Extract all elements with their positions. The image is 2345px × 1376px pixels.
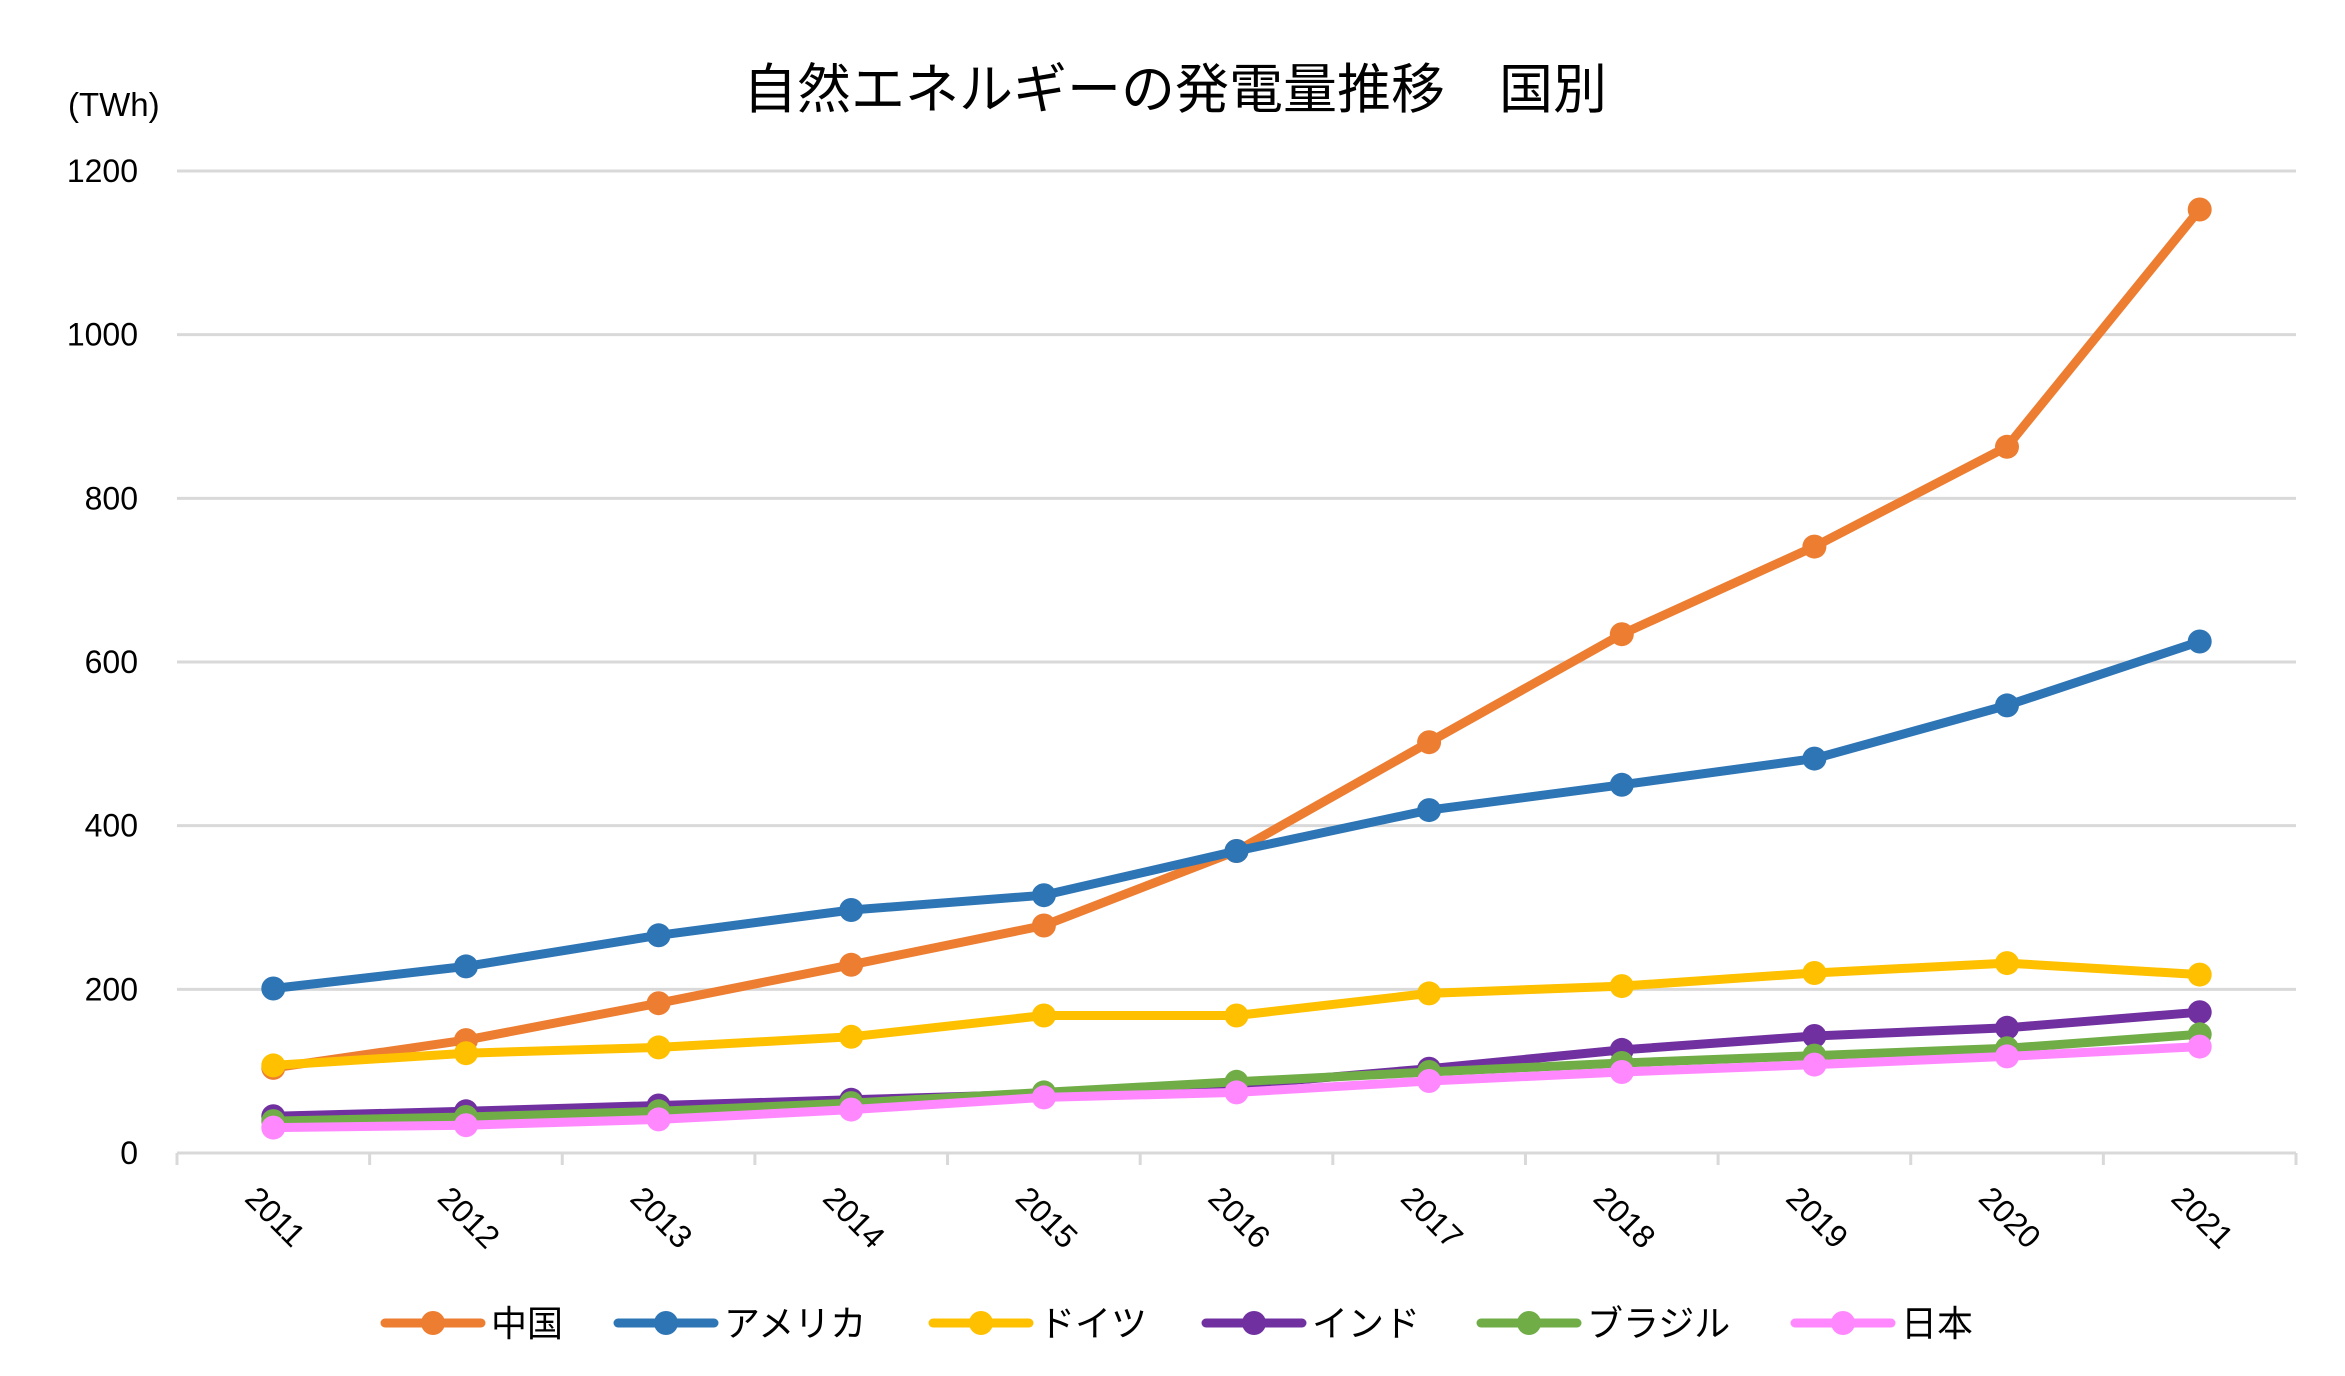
legend-label: アメリカ	[724, 1304, 866, 1345]
x-tick-label: 2014	[816, 1179, 892, 1255]
data-point	[1995, 1015, 2019, 1040]
legend-dot-marker	[1831, 1311, 1855, 1335]
x-tick-label: 2013	[624, 1179, 700, 1255]
x-tick-label: 2016	[1202, 1179, 1278, 1255]
data-point	[646, 991, 671, 1016]
y-axis-tick-labels: 0 200 400 600 800 1000 1200	[67, 153, 138, 1171]
data-point	[1609, 974, 1634, 999]
data-point	[1995, 434, 2019, 459]
legend-item[interactable]: ドイツ	[928, 1304, 1147, 1345]
legend-item[interactable]: 日本	[1790, 1304, 1973, 1345]
data-point	[1417, 798, 1442, 823]
legend: 中国 アメリカ ドイツ インド ブラジル 日本	[380, 1304, 1973, 1345]
y-tick-label: 400	[85, 808, 138, 844]
data-point	[454, 1113, 478, 1138]
legend-item[interactable]: ブラジル	[1476, 1304, 1730, 1345]
data-point	[1609, 622, 1634, 647]
x-axis	[175, 1151, 2298, 1165]
data-point	[1224, 1080, 1249, 1105]
x-tick-label: 2011	[238, 1179, 312, 1253]
legend-item[interactable]: アメリカ	[613, 1304, 866, 1345]
data-point	[839, 1024, 864, 1049]
data-point	[454, 954, 478, 979]
y-tick-label: 0	[120, 1135, 138, 1171]
data-point	[646, 1107, 671, 1132]
series-4	[261, 1022, 2212, 1134]
data-point	[839, 952, 864, 977]
data-point	[1224, 839, 1249, 863]
x-tick-label: 2012	[431, 1179, 507, 1255]
series-lines	[261, 197, 2212, 1140]
series-line	[268, 637, 2205, 993]
legend-dot-marker	[969, 1311, 993, 1335]
data-point	[1417, 730, 1442, 755]
data-point	[1031, 913, 1056, 938]
y-tick-label: 1200	[67, 153, 138, 189]
data-point	[1417, 1069, 1442, 1093]
y-tick-label: 600	[85, 644, 138, 680]
data-point	[1995, 1044, 2019, 1069]
y-tick-label: 200	[85, 971, 138, 1007]
chart-title: 自然エネルギーの発電量推移 国別	[743, 58, 1607, 121]
data-point	[646, 923, 671, 948]
legend-label: ブラジル	[1587, 1304, 1730, 1345]
series-5	[261, 1034, 2212, 1140]
data-point	[2187, 1034, 2212, 1059]
series-1	[261, 629, 2212, 1001]
data-point	[261, 1053, 286, 1078]
legend-dot-marker	[1517, 1311, 1541, 1335]
gridlines	[177, 169, 2296, 991]
legend-label: ドイツ	[1039, 1304, 1147, 1345]
data-point	[1995, 693, 2019, 718]
data-point	[1417, 981, 1442, 1006]
x-axis-tick-labels: 2011 2012 2013 2014 2015 2016 2017 2018 2019 2020…	[238, 1179, 2240, 1255]
data-point	[261, 1115, 286, 1140]
data-point	[2187, 1000, 2212, 1025]
data-point	[1802, 1052, 1827, 1077]
data-point	[1802, 534, 1827, 559]
x-tick-label: 2020	[1972, 1179, 2048, 1255]
y-tick-label: 1000	[67, 317, 138, 353]
data-point	[2187, 197, 2212, 222]
data-point	[1031, 883, 1056, 908]
data-point	[1609, 772, 1634, 797]
data-point	[1031, 1085, 1056, 1110]
data-point	[2187, 629, 2212, 654]
data-point	[1031, 1003, 1056, 1028]
data-point	[454, 1041, 478, 1066]
data-point	[1802, 1024, 1827, 1048]
legend-dot-marker	[421, 1311, 445, 1335]
data-point	[1802, 961, 1827, 985]
legend-dot-marker	[1242, 1311, 1266, 1335]
x-tick-label: 2017	[1394, 1179, 1470, 1255]
data-point	[646, 1035, 671, 1060]
x-tick-label: 2015	[1009, 1179, 1085, 1255]
data-point	[839, 1097, 864, 1122]
legend-item[interactable]: 中国	[380, 1304, 563, 1345]
data-point	[839, 898, 864, 922]
series-2	[261, 951, 2212, 1078]
data-point	[2187, 962, 2212, 987]
data-point	[1224, 1003, 1249, 1028]
y-axis-unit-label: (TWh)	[68, 86, 160, 123]
series-line	[268, 205, 2205, 1073]
data-point	[1609, 1060, 1634, 1084]
x-tick-label: 2018	[1587, 1179, 1663, 1255]
series-0	[261, 197, 2212, 1080]
legend-dot-marker	[654, 1311, 678, 1335]
legend-item[interactable]: インド	[1201, 1304, 1420, 1345]
data-point	[1995, 951, 2019, 976]
x-tick-label: 2019	[1779, 1179, 1855, 1255]
legend-label: 中国	[491, 1304, 563, 1345]
data-point	[261, 976, 286, 1001]
x-tick-label: 2021	[2165, 1179, 2241, 1255]
data-point	[1802, 746, 1827, 771]
y-tick-label: 800	[85, 480, 138, 516]
legend-label: インド	[1312, 1304, 1420, 1345]
legend-label: 日本	[1901, 1304, 1973, 1345]
